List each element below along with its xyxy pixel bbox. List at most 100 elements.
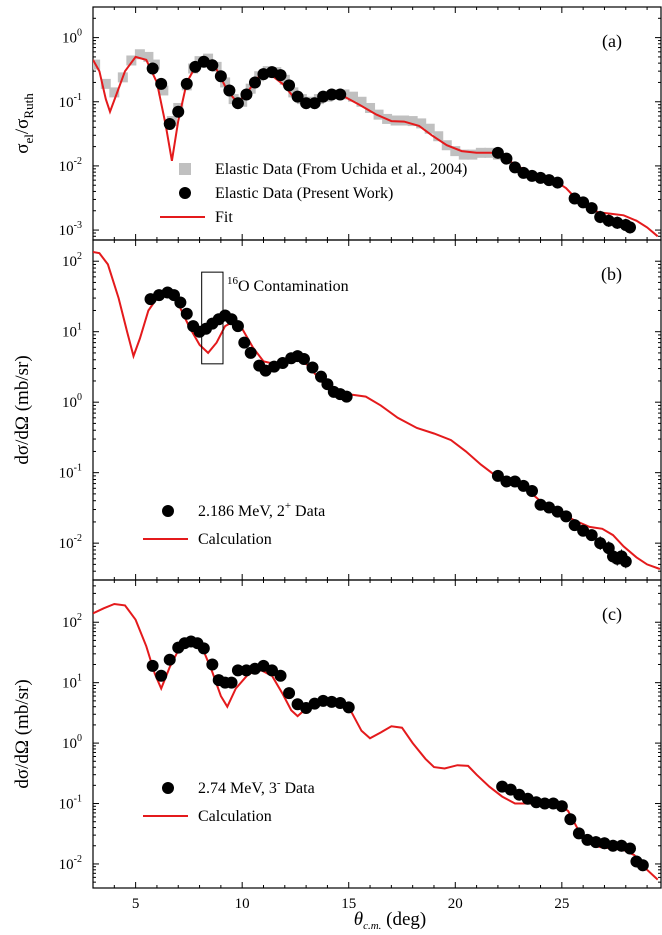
data-point <box>283 687 296 700</box>
data-point <box>334 88 347 101</box>
panel-a: 100 10-1 10-2 10-3 σel/σRuth (a) Elastic Data … <box>12 6 662 241</box>
data-point <box>240 88 253 101</box>
x-tick-label: 25 <box>554 896 569 912</box>
plot-area <box>93 49 659 238</box>
y-tick-label: 10-2 <box>59 156 82 175</box>
data-point <box>568 519 581 532</box>
data-point <box>306 361 319 374</box>
y-tick-label: 100 <box>62 733 82 752</box>
panel-tag: (a) <box>602 31 622 52</box>
x-axis-title-subscript: c.m. <box>363 920 381 932</box>
data-point <box>180 307 193 320</box>
y-tick-label: 101 <box>62 322 82 341</box>
data-point <box>146 62 159 75</box>
data-point <box>155 77 168 90</box>
legend-label: 2.186 MeV, 2+ Data <box>198 500 325 520</box>
legend-circle-marker <box>162 782 174 794</box>
data-point <box>297 352 310 365</box>
uchida-data-point <box>450 146 461 157</box>
data-point <box>214 70 227 83</box>
y-tick-label: 10-1 <box>59 794 82 813</box>
data-point <box>572 827 585 840</box>
data-point <box>491 146 504 159</box>
data-point <box>624 842 637 855</box>
data-point <box>619 555 632 568</box>
y-axis-label: dσ/dΩ (mb/sr) <box>12 355 33 464</box>
y-tick-label: 102 <box>62 251 82 270</box>
data-point <box>551 176 564 189</box>
legend-square-marker <box>179 163 191 175</box>
y-axis-label: σel/σRuth <box>12 93 36 154</box>
data-point <box>577 196 590 209</box>
data-point <box>342 701 355 714</box>
data-point <box>174 296 187 309</box>
legend-label: Calculation <box>198 531 272 548</box>
legend-label: Fit <box>215 209 233 226</box>
y-tick-label: 10-2 <box>59 854 82 873</box>
y-tick-label: 102 <box>62 612 82 631</box>
data-point <box>248 76 261 89</box>
uchida-data-point <box>365 102 376 113</box>
data-point <box>206 59 219 72</box>
data-point <box>308 97 321 110</box>
uchida-data-point <box>467 149 478 160</box>
legend-label: Elastic Data (Present Work) <box>215 185 393 202</box>
x-axis-title-unit: (deg) <box>386 909 426 930</box>
data-point <box>340 390 353 403</box>
fit-curve <box>93 55 659 238</box>
y-tick-label: 10-2 <box>59 533 82 552</box>
data-point <box>555 800 568 813</box>
data-point <box>155 669 168 682</box>
uchida-data-point <box>416 118 427 129</box>
panel-tag: (c) <box>602 604 622 625</box>
uchida-data-point <box>158 85 169 96</box>
data-point <box>146 659 159 672</box>
plot-area <box>93 602 659 881</box>
data-point <box>180 77 193 90</box>
plot-frame <box>92 579 662 889</box>
data-point <box>500 152 513 165</box>
contamination-box <box>201 271 224 365</box>
data-point <box>231 320 244 333</box>
uchida-data-point <box>407 116 418 127</box>
data-point <box>636 859 649 872</box>
uchida-data-point <box>399 115 410 126</box>
y-tick-label: 10-1 <box>59 92 82 111</box>
x-tick-label: 15 <box>341 896 356 912</box>
data-point <box>585 202 598 215</box>
data-point <box>231 664 244 677</box>
data-point <box>526 484 539 497</box>
data-point <box>491 469 504 482</box>
uchida-data-point <box>109 87 120 98</box>
y-axis-label: dσ/dΩ (mb/sr) <box>12 679 33 788</box>
data-point <box>163 653 176 666</box>
y-tick-label: 101 <box>62 673 82 692</box>
uchida-data-point <box>126 55 137 66</box>
data-point <box>223 84 236 97</box>
uchida-data-point <box>288 87 299 98</box>
data-point <box>231 97 244 110</box>
legend-label: Elastic Data (From Uchida et al., 2004) <box>215 161 467 178</box>
y-tick-label: 100 <box>62 28 82 47</box>
data-point <box>508 161 521 174</box>
data-point <box>163 118 176 131</box>
data-point <box>172 105 185 118</box>
data-point <box>500 475 513 488</box>
data-point <box>225 676 238 689</box>
data-point <box>606 839 619 852</box>
uchida-data-point <box>279 74 290 85</box>
data-point <box>244 346 257 359</box>
y-tick-label: 10-3 <box>59 220 82 239</box>
uchida-data-point <box>220 77 231 88</box>
panel-b: 102 101 100 10-1 10-2 dσ/dΩ (mb/sr) (b) 16O Con… <box>12 239 662 581</box>
data-point <box>585 529 598 542</box>
y-tick-label: 100 <box>62 392 82 411</box>
uchida-data-point <box>424 123 435 134</box>
data-point <box>266 664 279 677</box>
uchida-data-point <box>433 131 444 142</box>
uchida-data-point <box>458 149 469 160</box>
uchida-data-point <box>356 96 367 107</box>
data-point <box>274 669 287 682</box>
legend-label: Calculation <box>198 808 272 825</box>
